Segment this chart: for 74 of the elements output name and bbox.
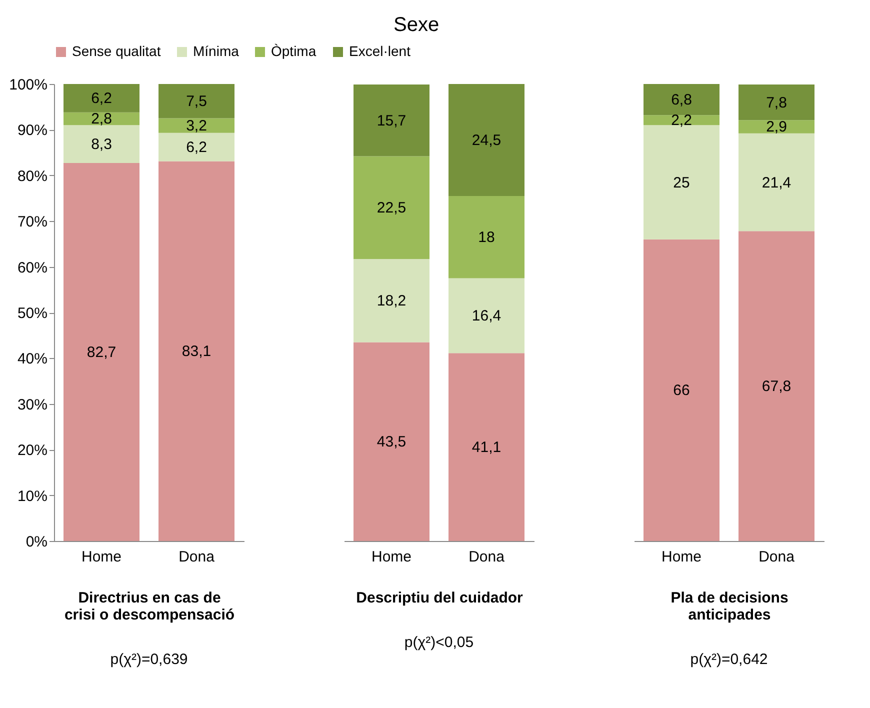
data-label: 16,4 xyxy=(472,308,502,325)
y-tick-label: 50% xyxy=(17,305,48,322)
data-label: 15,7 xyxy=(376,112,406,130)
bar xyxy=(354,259,430,342)
data-label: 8,3 xyxy=(91,136,112,154)
bar xyxy=(64,163,140,541)
text: p(χ²)=0,642 xyxy=(690,651,768,668)
bar xyxy=(354,342,430,541)
x-tick-label: Dona xyxy=(468,548,506,566)
x-axis-title: Descriptiu del cuidador xyxy=(356,590,524,606)
y-tick-label: 90% xyxy=(17,122,48,140)
bar xyxy=(354,156,430,260)
bar xyxy=(738,133,814,232)
data-label: 18 xyxy=(478,229,495,246)
bar xyxy=(448,196,524,278)
bar xyxy=(738,120,814,134)
bar xyxy=(354,84,430,156)
data-label: 43,5 xyxy=(376,434,406,451)
bar xyxy=(158,161,234,541)
y-tick-label: 10% xyxy=(17,488,48,505)
data-label: 2,9 xyxy=(766,118,787,136)
y-tick-label: 70% xyxy=(17,214,48,231)
data-label: 6,8 xyxy=(671,92,692,109)
data-label: 24,5 xyxy=(472,132,502,149)
data-label: 22,5 xyxy=(376,200,406,217)
legend-label: Sense qualitat xyxy=(72,43,161,59)
data-label: 7,5 xyxy=(186,93,207,110)
data-label: 18,2 xyxy=(376,292,406,310)
data-label: 66 xyxy=(673,382,690,400)
bar xyxy=(64,125,140,164)
legend-label: Mínima xyxy=(193,43,240,59)
x-axis-title: Directrius en cas de crisi o descompensació xyxy=(64,590,235,624)
data-label: 21,4 xyxy=(762,174,792,192)
legend-label: Òptima xyxy=(271,43,316,59)
data-label: 6,2 xyxy=(91,90,112,108)
bar xyxy=(738,231,814,541)
chart-title: Sexe xyxy=(394,14,440,36)
data-label: 41,1 xyxy=(472,439,502,456)
bar xyxy=(158,118,234,133)
bar xyxy=(448,353,524,541)
legend-label: Excel·lent xyxy=(349,43,411,59)
data-label: 82,7 xyxy=(86,344,116,362)
y-tick-label: 60% xyxy=(17,259,48,276)
bar xyxy=(64,84,140,112)
data-label: 2,2 xyxy=(671,112,692,130)
text: p(χ²)=0,639 xyxy=(110,651,188,668)
x-tick-label: Home xyxy=(371,548,412,566)
bar xyxy=(644,84,720,116)
y-tick-label: 40% xyxy=(17,350,48,368)
y-tick-label: 20% xyxy=(17,442,48,460)
bar xyxy=(644,239,720,541)
bar xyxy=(644,125,720,240)
bar xyxy=(448,278,524,354)
bar xyxy=(448,84,524,196)
y-tick-label: 100% xyxy=(9,76,48,94)
y-tick-label: 0% xyxy=(26,534,48,550)
y-tick-label: 30% xyxy=(17,396,48,414)
text: p(χ²)<0,05 xyxy=(404,634,474,651)
x-tick-label: Home xyxy=(661,548,702,566)
bar xyxy=(158,132,234,162)
data-label: 2,8 xyxy=(91,110,112,128)
bar xyxy=(738,84,814,120)
x-tick-label: Dona xyxy=(178,548,216,566)
bar xyxy=(158,84,234,118)
data-label: 25 xyxy=(673,174,690,192)
x-axis-title: Pla de decisions anticipades xyxy=(670,590,788,624)
data-label: 6,2 xyxy=(186,139,207,156)
data-label: 7,8 xyxy=(766,94,787,112)
y-tick-label: 80% xyxy=(17,168,48,185)
data-label: 83,1 xyxy=(182,343,212,360)
x-tick-label: Home xyxy=(81,548,122,566)
x-tick-label: Dona xyxy=(758,548,796,566)
data-label: 67,8 xyxy=(762,378,792,396)
data-label: 3,2 xyxy=(186,118,207,135)
